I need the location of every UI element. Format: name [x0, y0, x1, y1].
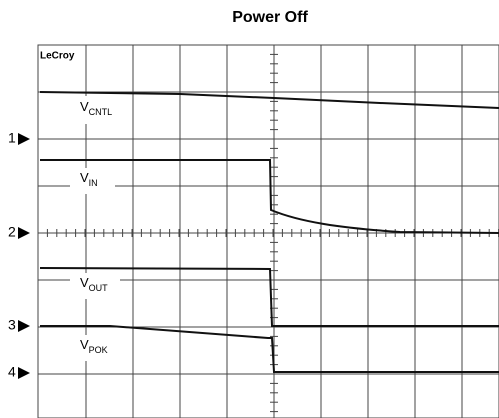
label-sub: IN	[89, 178, 98, 188]
label-bg	[70, 168, 115, 194]
trace-vout	[39, 267, 499, 327]
label-main: V	[80, 170, 89, 185]
label-sub: POK	[89, 345, 108, 355]
brand-logo: LeCroy	[40, 51, 75, 62]
channel-marker: 2	[8, 224, 16, 240]
label-main: V	[80, 337, 89, 352]
label-main: V	[80, 99, 89, 114]
trace-label: VPOK	[80, 337, 108, 355]
channel-marker: 3	[8, 317, 16, 333]
trace-vcntl	[39, 91, 499, 109]
trace-label: VOUT	[80, 275, 108, 293]
label-bg	[70, 335, 120, 361]
title: Power Off	[232, 9, 308, 26]
label-main: V	[80, 275, 89, 290]
channel-marker: 4	[8, 364, 16, 380]
marker-arrow	[18, 227, 30, 239]
trace-label: VIN	[80, 170, 98, 188]
marker-arrow	[18, 367, 30, 379]
label-sub: CNTL	[89, 107, 113, 117]
marker-arrow	[18, 320, 30, 332]
trace-vin	[40, 159, 499, 234]
label-sub: OUT	[89, 283, 109, 293]
trace-vpok	[40, 325, 499, 373]
label-bg	[70, 273, 120, 299]
channel-marker: 1	[8, 130, 16, 146]
label-bg	[70, 96, 130, 124]
marker-arrow	[18, 133, 30, 145]
trace-label: VCNTL	[80, 99, 112, 117]
